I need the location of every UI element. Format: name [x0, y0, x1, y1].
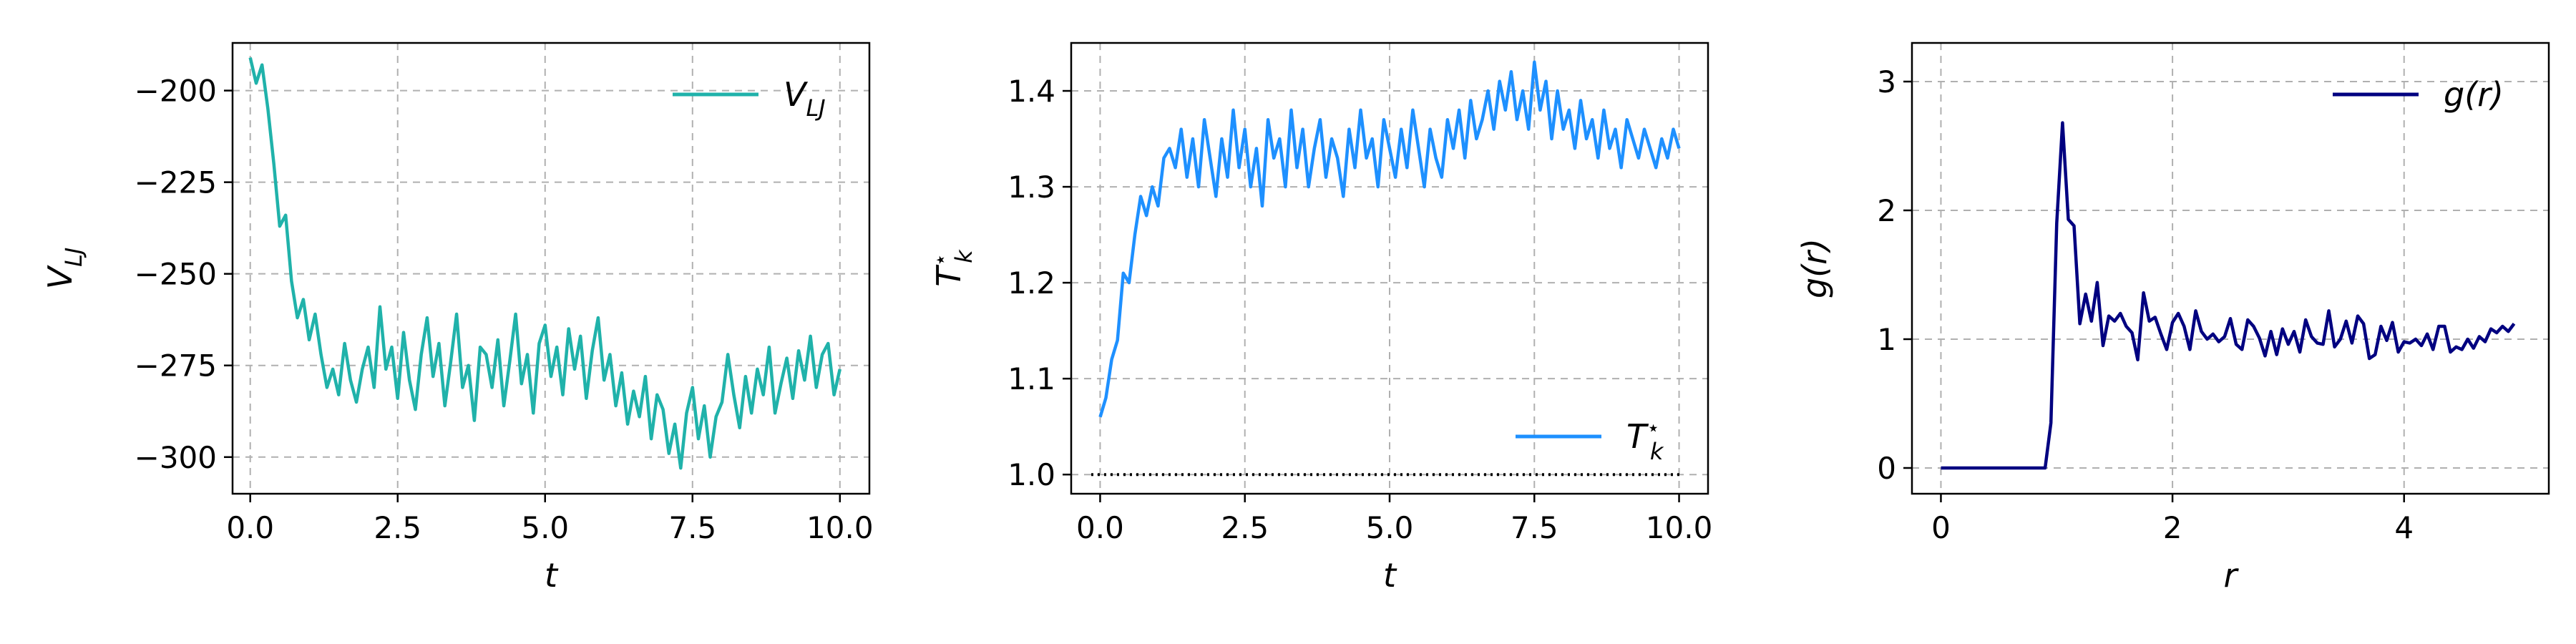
y-tick-label: −275: [135, 348, 217, 384]
y-axis-label-base: V: [41, 264, 79, 289]
x-axis-label: t: [1383, 556, 1397, 595]
legend: g(r): [2333, 75, 2504, 114]
x-tick-label: 5.0: [1366, 510, 1414, 545]
legend-label: VLJ: [784, 75, 826, 122]
y-axis-label-sup: ⋆: [928, 253, 953, 267]
y-tick-label: −225: [135, 165, 217, 200]
y-axis-label-base: g(r): [1795, 238, 1834, 298]
x-tick-label: 5.0: [521, 510, 569, 545]
legend-label-sub: LJ: [806, 94, 825, 122]
legend-label-base: V: [784, 75, 809, 114]
x-tick-label: 7.5: [668, 510, 716, 545]
y-axis-label-sub: LJ: [60, 248, 87, 267]
y-tick-label: 1.2: [1008, 265, 1055, 301]
x-tick-label: 7.5: [1511, 510, 1558, 545]
x-tick-label: 0.0: [1076, 510, 1124, 545]
chart-tk: 0.0 2.5 5.0 7.5 10.01.01.11.21.31.4tT⋆kT⋆ k: [928, 42, 1713, 595]
x-tick-label: 0.0: [226, 510, 274, 545]
legend-label-sub: k: [1650, 438, 1664, 465]
y-axis-label-sub: k: [950, 249, 977, 263]
y-axis-label: VLJ: [41, 248, 87, 290]
legend-label-sup: ⋆: [1646, 416, 1660, 441]
x-tick-label: 4: [2394, 510, 2414, 545]
legend-label: T⋆ k: [1626, 416, 1664, 465]
series-line-tk: [1098, 60, 1681, 418]
y-axis-label: T⋆k: [928, 249, 977, 287]
x-axis-label: r: [2224, 556, 2240, 595]
legend: T⋆ k: [1516, 416, 1664, 465]
y-tick-label: −200: [135, 74, 217, 109]
y-tick-label: 2: [1877, 193, 1896, 228]
y-tick-label: 1.1: [1008, 361, 1055, 396]
x-tick-label: 2: [2163, 510, 2182, 545]
y-tick-label: −300: [135, 440, 217, 475]
y-tick-label: 1.4: [1008, 74, 1055, 109]
x-tick-label: 10.0: [1646, 510, 1713, 545]
legend-label-base: g(r): [2444, 75, 2504, 114]
series-line-gr: [1941, 121, 2516, 470]
x-tick-label: 2.5: [1221, 510, 1269, 545]
plot-frame: [1911, 42, 2550, 495]
legend-label: g(r): [2444, 75, 2504, 114]
x-tick-label: 0: [1931, 510, 1951, 545]
y-tick-label: 1.0: [1008, 457, 1055, 492]
x-tick-label: 2.5: [374, 510, 421, 545]
y-tick-label: 1.3: [1008, 170, 1055, 205]
legend-label-base: T: [1626, 417, 1649, 456]
x-tick-label: 10.0: [806, 510, 874, 545]
y-tick-label: 3: [1877, 64, 1896, 99]
chart-gr: 0 2 4 0 1 2 3 r g(r) g(r): [1795, 42, 2550, 595]
y-axis-label: g(r): [1795, 238, 1834, 298]
y-axis-label-base: T: [930, 264, 968, 287]
chart-vlj: 0.0 2.5 5.0 7.5 10.0−200−225−250−275−300tVLJ…: [41, 42, 874, 595]
series-line-vlj: [248, 57, 841, 470]
plot-frame: [231, 42, 871, 495]
y-tick-label: 0: [1877, 451, 1896, 486]
legend: VLJ: [673, 75, 826, 122]
y-tick-label: −250: [135, 257, 217, 292]
y-tick-label: 1: [1877, 322, 1896, 357]
x-axis-label: t: [545, 556, 559, 595]
